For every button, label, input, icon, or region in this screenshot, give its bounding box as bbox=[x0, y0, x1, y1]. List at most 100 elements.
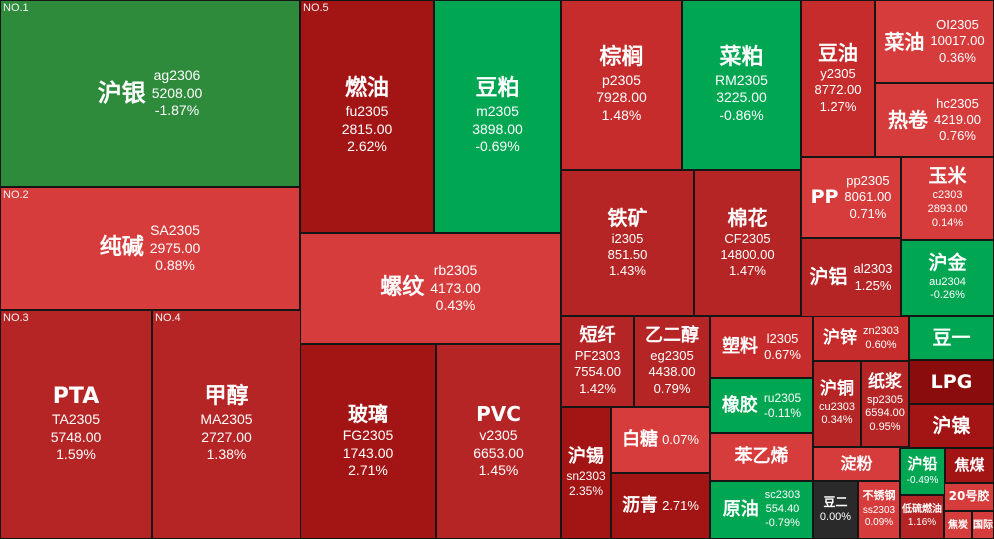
contract-info: -0.49% bbox=[907, 475, 939, 488]
tile-fu[interactable]: NO.5 燃油 fu2305 2815.00 2.62% bbox=[300, 0, 434, 233]
contract-info: 0.00% bbox=[820, 511, 851, 525]
tile-content: 纸浆 sp2305 6594.00 0.95% bbox=[862, 362, 908, 446]
tile-ta[interactable]: NO.3 PTA TA2305 5748.00 1.59% bbox=[0, 310, 152, 539]
tile-content: 玻璃 FG2305 1743.00 2.71% bbox=[301, 345, 435, 538]
tile-ss[interactable]: 不锈钢 ss2303 0.09% bbox=[858, 481, 900, 539]
contract-chg: 1.38% bbox=[206, 446, 247, 463]
tile-al[interactable]: 沪铝 al2303 1.25% bbox=[801, 238, 901, 317]
contract-name: PP bbox=[810, 186, 839, 209]
contract-price: 851.50 bbox=[607, 246, 648, 262]
contract-name: 沥青 bbox=[622, 495, 659, 517]
contract-chg: 0.95% bbox=[869, 421, 901, 434]
contract-chg: 0.07% bbox=[662, 431, 699, 447]
contract-code: p2305 bbox=[602, 71, 641, 88]
contract-name: 白糖 bbox=[622, 429, 659, 451]
tile-zn[interactable]: 沪锌 zn2303 0.60% bbox=[813, 316, 909, 361]
tile-lpg[interactable]: LPG bbox=[909, 360, 994, 404]
tile-bu[interactable]: 沥青 2.71% bbox=[611, 473, 710, 539]
contract-chg: 1.25% bbox=[854, 277, 892, 293]
tile-content: 淀粉 bbox=[814, 448, 899, 480]
contract-price: 6653.00 bbox=[473, 444, 524, 461]
tile-content: 原油 sc2303 554.40 -0.79% bbox=[711, 482, 812, 538]
contract-info: ag2306 5208.00 -1.87% bbox=[152, 67, 203, 120]
contract-price: 1743.00 bbox=[342, 444, 394, 461]
contract-chg: 0.60% bbox=[865, 338, 897, 351]
tile-sc[interactable]: 原油 sc2303 554.40 -0.79% bbox=[710, 481, 813, 539]
tile-lu[interactable]: 低硫燃油 1.16% bbox=[900, 495, 944, 539]
tile-ni[interactable]: 沪镍 bbox=[909, 404, 994, 448]
tile-pp[interactable]: PP pp2305 8061.00 0.71% bbox=[801, 157, 901, 238]
contract-name: 玻璃 bbox=[348, 402, 388, 427]
contract-code: m2305 bbox=[476, 103, 519, 120]
tile-cu[interactable]: 沪铜 cu2303 0.34% bbox=[813, 361, 861, 447]
contract-chg: 0.00% bbox=[819, 510, 852, 523]
tile-au[interactable]: 沪金 au2304 -0.26% bbox=[901, 240, 994, 316]
tile-eg[interactable]: 乙二醇 eg2305 4438.00 0.79% bbox=[634, 316, 710, 407]
contract-price: 4438.00 bbox=[648, 364, 696, 380]
tile-a[interactable]: 豆一 bbox=[909, 316, 994, 360]
tile-cf[interactable]: 棉花 CF2305 14800.00 1.47% bbox=[694, 170, 801, 316]
contract-code: pp2305 bbox=[846, 173, 890, 189]
tile-y[interactable]: 豆油 y2305 8772.00 1.27% bbox=[801, 0, 875, 157]
tile-i[interactable]: 铁矿 i2305 851.50 1.43% bbox=[561, 170, 694, 316]
tile-pf[interactable]: 短纤 PF2303 7554.00 1.42% bbox=[561, 316, 634, 407]
contract-info: au2304 -0.26% bbox=[929, 276, 966, 304]
contract-info: rb2305 4173.00 0.43% bbox=[430, 262, 481, 315]
tile-content: 低硫燃油 1.16% bbox=[901, 496, 943, 538]
tile-content: PVC v2305 6653.00 1.45% bbox=[437, 345, 560, 538]
contract-code: PF2303 bbox=[574, 348, 621, 364]
tile-sn[interactable]: 沪锡 sn2303 2.35% bbox=[561, 407, 611, 539]
tile-nr[interactable]: 20号胶 bbox=[944, 483, 994, 511]
contract-info: eg2305 4438.00 0.79% bbox=[649, 348, 696, 397]
tile-sa[interactable]: NO.2 纯碱 SA2305 2975.00 0.88% bbox=[0, 187, 300, 310]
tile-ru[interactable]: 橡胶 ru2305 -0.11% bbox=[710, 378, 813, 433]
contract-info: FG2305 1743.00 2.71% bbox=[343, 427, 394, 480]
tile-ma[interactable]: NO.4 甲醇 MA2305 2727.00 1.38% bbox=[152, 310, 301, 539]
contract-chg: -0.11% bbox=[763, 405, 802, 420]
contract-name: 棉花 bbox=[727, 205, 768, 230]
tile-jd[interactable]: 淀粉 bbox=[813, 447, 900, 481]
tile-ag[interactable]: NO.1 沪银 ag2306 5208.00 -1.87% bbox=[0, 0, 300, 187]
tile-c[interactable]: 玉米 c2303 2893.00 0.14% bbox=[901, 157, 994, 240]
tile-p[interactable]: 棕榈 p2305 7928.00 1.48% bbox=[561, 0, 682, 170]
contract-code: OI2305 bbox=[936, 17, 979, 33]
tile-bc[interactable]: 国际 bbox=[972, 511, 994, 539]
tile-m[interactable]: 豆粕 m2305 3898.00 -0.69% bbox=[434, 0, 561, 233]
contract-name: 沪铝 bbox=[809, 266, 848, 289]
tile-sp[interactable]: 纸浆 sp2305 6594.00 0.95% bbox=[861, 361, 909, 447]
tile-hc[interactable]: 热卷 hc2305 4219.00 0.76% bbox=[875, 83, 994, 157]
tile-content: 菜油 OI2305 10017.00 0.36% bbox=[876, 1, 993, 82]
contract-name: 沪金 bbox=[928, 251, 967, 274]
tile-rm[interactable]: 菜粕 RM2305 3225.00 -0.86% bbox=[682, 0, 801, 170]
tile-l[interactable]: 塑料 l2305 0.67% bbox=[710, 316, 813, 378]
contract-chg: 2.62% bbox=[347, 138, 387, 155]
tile-sr[interactable]: 白糖 0.07% bbox=[611, 407, 710, 473]
contract-name: 淀粉 bbox=[840, 454, 873, 474]
tile-j[interactable]: 焦煤 bbox=[945, 448, 994, 483]
contract-price: 8772.00 bbox=[814, 82, 862, 98]
tile-rb[interactable]: 螺纹 rb2305 4173.00 0.43% bbox=[300, 233, 561, 344]
tile-b[interactable]: 豆二 0.00% bbox=[813, 481, 858, 539]
tile-oi[interactable]: 菜油 OI2305 10017.00 0.36% bbox=[875, 0, 994, 83]
contract-name: 沪银 bbox=[97, 79, 146, 108]
contract-name: 燃油 bbox=[344, 76, 389, 102]
tile-content: 国际 bbox=[973, 512, 993, 538]
contract-info: ru2305 -0.11% bbox=[764, 391, 801, 421]
contract-price: 5208.00 bbox=[151, 84, 203, 101]
contract-name: 沪锡 bbox=[568, 446, 604, 468]
tile-eb[interactable]: 苯乙烯 bbox=[710, 433, 813, 481]
tile-fg[interactable]: 玻璃 FG2305 1743.00 2.71% bbox=[300, 344, 436, 539]
contract-price: 554.40 bbox=[765, 503, 800, 516]
tile-content: 不锈钢 ss2303 0.09% bbox=[859, 482, 899, 538]
tile-content: 豆粕 m2305 3898.00 -0.69% bbox=[435, 1, 560, 232]
contract-name: 乙二醇 bbox=[645, 325, 699, 347]
contract-name: 焦炭 bbox=[948, 519, 968, 531]
tile-content: 豆二 0.00% bbox=[814, 482, 857, 538]
tile-content: 热卷 hc2305 4219.00 0.76% bbox=[876, 84, 993, 156]
tile-v[interactable]: PVC v2305 6653.00 1.45% bbox=[436, 344, 561, 539]
tile-jj[interactable]: 焦炭 bbox=[944, 511, 972, 539]
contract-info: sp2305 6594.00 0.95% bbox=[865, 394, 905, 435]
contract-info: v2305 6653.00 1.45% bbox=[473, 427, 524, 480]
tile-pb[interactable]: 沪铅 -0.49% bbox=[900, 448, 945, 495]
contract-code: al2303 bbox=[853, 261, 893, 277]
